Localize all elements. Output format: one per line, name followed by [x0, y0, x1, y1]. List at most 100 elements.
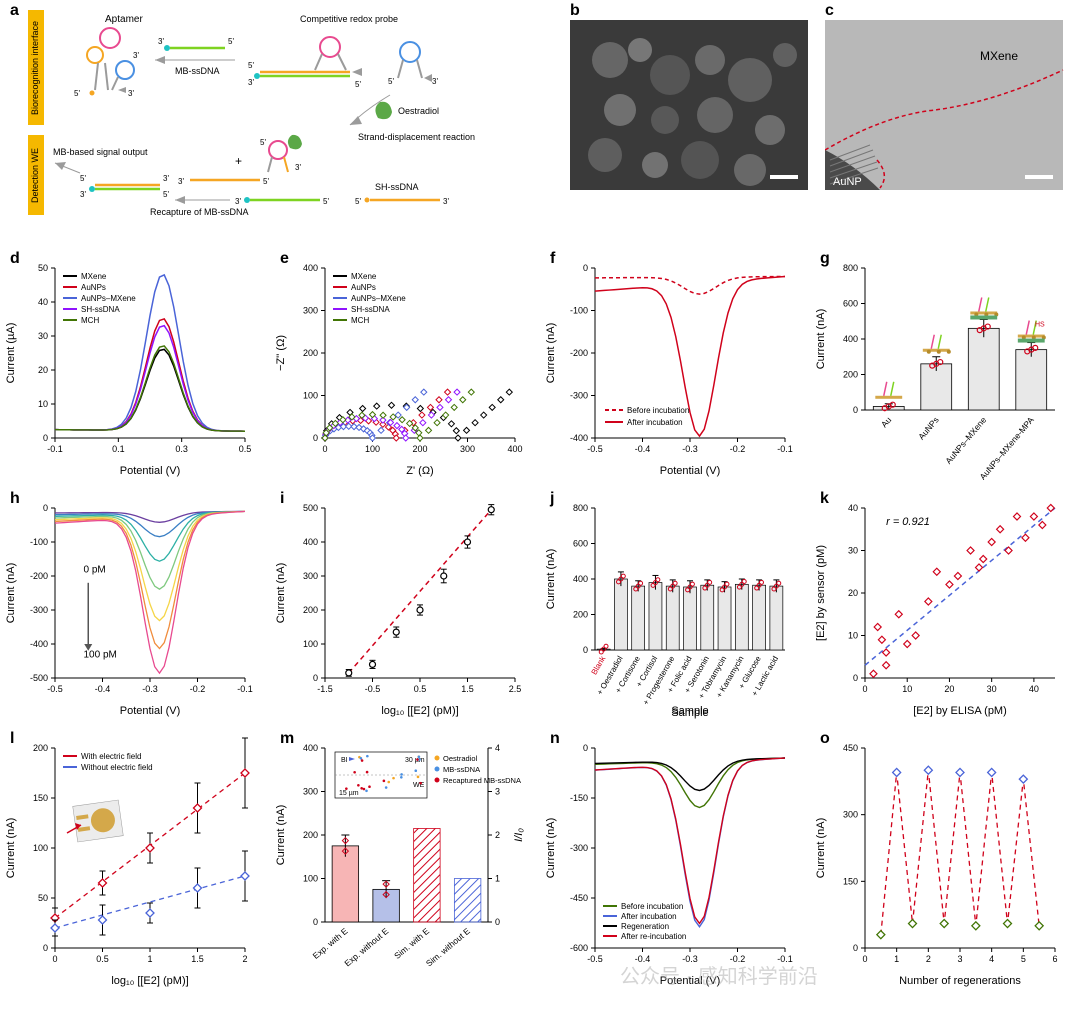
svg-text:10: 10 — [38, 399, 48, 409]
svg-text:-100: -100 — [30, 537, 48, 547]
svg-text:0.5: 0.5 — [96, 954, 109, 964]
watermark-text: 公众号 · 感知科学前沿 — [620, 960, 818, 989]
svg-text:200: 200 — [303, 605, 318, 615]
svg-text:600: 600 — [573, 539, 588, 549]
svg-text:5': 5' — [163, 190, 169, 199]
svg-text:3': 3' — [295, 163, 301, 172]
panel-a: a Biorecognition interface Detection WE … — [0, 0, 555, 240]
svg-text:20: 20 — [944, 684, 954, 694]
svg-text:BI: BI — [341, 757, 348, 764]
svg-text:400: 400 — [507, 444, 522, 454]
svg-text:3': 3' — [128, 89, 134, 98]
svg-text:AuNPs–MXene-MPA: AuNPs–MXene-MPA — [978, 415, 1036, 480]
svg-text:MB-ssDNA: MB-ssDNA — [175, 66, 220, 76]
panel-n: n-0.5-0.4-0.3-0.2-0.1-600-450-300-1500Po… — [540, 730, 800, 990]
svg-text:1: 1 — [495, 874, 500, 884]
svg-text:5': 5' — [74, 89, 80, 98]
svg-text:Current (nA): Current (nA) — [5, 818, 17, 879]
complex-icon: Competitive redox probe 5' 3' 5' 5' 3' — [248, 14, 438, 89]
svg-text:MCH: MCH — [351, 316, 369, 325]
svg-text:30: 30 — [38, 331, 48, 341]
svg-text:-0.1: -0.1 — [777, 444, 793, 454]
svg-text:10: 10 — [902, 684, 912, 694]
svg-text:300: 300 — [303, 306, 318, 316]
svg-text:5': 5' — [355, 80, 361, 89]
svg-text:3': 3' — [235, 197, 241, 206]
panel-e: e01002003004000100200300400Z' (Ω)−Z'' (Ω… — [270, 250, 530, 480]
svg-text:5: 5 — [1021, 954, 1026, 964]
text-mxene: MXene — [980, 49, 1018, 63]
svg-text:Competitive redox probe: Competitive redox probe — [300, 14, 398, 24]
svg-text:Current (nA): Current (nA) — [545, 549, 557, 610]
aptamer-icon: 5' 3' 3' — [74, 28, 139, 98]
svg-text:-400: -400 — [30, 639, 48, 649]
svg-text:4: 4 — [989, 954, 994, 964]
svg-text:300: 300 — [843, 810, 858, 820]
svg-text:−Z'' (Ω): −Z'' (Ω) — [275, 335, 287, 371]
panel-i: i-1.5-0.50.51.52.50100200300400500log₁₀ … — [270, 490, 530, 720]
svg-text:AuNPs–MXene: AuNPs–MXene — [943, 415, 988, 466]
svg-text:500: 500 — [303, 503, 318, 513]
svg-text:50: 50 — [38, 263, 48, 273]
svg-text:3': 3' — [158, 37, 164, 46]
svg-text:3: 3 — [957, 954, 962, 964]
text-aptamer: Aptamer — [105, 14, 143, 25]
svg-text:I/I₀: I/I₀ — [513, 828, 525, 842]
svg-text:0.3: 0.3 — [175, 444, 188, 454]
svg-text:-0.3: -0.3 — [142, 684, 158, 694]
svg-text:0: 0 — [313, 433, 318, 443]
svg-text:SH-ssDNA: SH-ssDNA — [81, 305, 120, 314]
svg-text:-1.5: -1.5 — [317, 684, 333, 694]
svg-text:-0.3: -0.3 — [682, 444, 698, 454]
svg-text:AuNPs–MXene: AuNPs–MXene — [81, 294, 136, 303]
svg-text:5': 5' — [228, 37, 234, 46]
svg-text:2.5: 2.5 — [509, 684, 522, 694]
svg-text:SH-ssDNA: SH-ssDNA — [375, 182, 419, 192]
svg-text:MXene: MXene — [351, 272, 377, 281]
svg-text:1.5: 1.5 — [191, 954, 204, 964]
svg-text:Z' (Ω): Z' (Ω) — [406, 465, 433, 477]
svg-text:Exp. without E: Exp. without E — [342, 926, 390, 969]
svg-text:0: 0 — [583, 645, 588, 655]
svg-text:10: 10 — [848, 631, 858, 641]
svg-text:100: 100 — [365, 444, 380, 454]
svg-text:[E2] by ELISA (pM): [E2] by ELISA (pM) — [913, 705, 1007, 717]
svg-text:Current (nA): Current (nA) — [275, 805, 287, 866]
svg-text:200: 200 — [843, 370, 858, 380]
svg-text:600: 600 — [843, 299, 858, 309]
svg-text:400: 400 — [303, 743, 318, 753]
svg-text:Without electric field: Without electric field — [81, 763, 153, 772]
svg-text:AuNPs: AuNPs — [916, 415, 941, 442]
svg-text:-0.4: -0.4 — [95, 684, 111, 694]
svg-text:r = 0.921: r = 0.921 — [886, 516, 930, 528]
svg-text:0: 0 — [43, 503, 48, 513]
svg-text:-0.4: -0.4 — [635, 444, 651, 454]
svg-text:40: 40 — [848, 503, 858, 513]
svg-text:5': 5' — [263, 177, 269, 186]
svg-text:-400: -400 — [570, 433, 588, 443]
svg-text:0: 0 — [862, 684, 867, 694]
svg-text:Recaptured MB-ssDNA: Recaptured MB-ssDNA — [443, 776, 521, 785]
svg-text:300: 300 — [303, 787, 318, 797]
oestradiol-icon: Oestradiol Strand-displacement reaction — [350, 95, 475, 142]
mb-ssdna-arrow-icon: 3' 5' MB-ssDNA — [155, 37, 235, 76]
svg-text:30: 30 — [848, 546, 858, 556]
svg-text:-0.2: -0.2 — [730, 444, 746, 454]
svg-text:AuNPs–MXene: AuNPs–MXene — [351, 294, 406, 303]
svg-text:0: 0 — [495, 917, 500, 927]
svg-text:5': 5' — [388, 77, 394, 86]
svg-text:1: 1 — [894, 954, 899, 964]
svg-text:-150: -150 — [570, 793, 588, 803]
svg-text:0 pM: 0 pM — [84, 565, 106, 576]
svg-text:0: 0 — [52, 954, 57, 964]
svg-text:400: 400 — [573, 574, 588, 584]
svg-text:WE: WE — [413, 782, 425, 789]
panel-f: f-0.5-0.4-0.3-0.2-0.1-400-300-200-1000Po… — [540, 250, 800, 480]
svg-text:MXene: MXene — [81, 272, 107, 281]
svg-text:Recapture of MB-ssDNA: Recapture of MB-ssDNA — [150, 207, 249, 217]
panel-m: m0100200300400Current (nA)01234I/I₀Exp. … — [270, 730, 530, 990]
svg-text:Current (nA): Current (nA) — [275, 563, 287, 624]
svg-text:200: 200 — [573, 610, 588, 620]
svg-text:MB-ssDNA: MB-ssDNA — [443, 765, 480, 774]
svg-text:With electric field: With electric field — [81, 752, 141, 761]
